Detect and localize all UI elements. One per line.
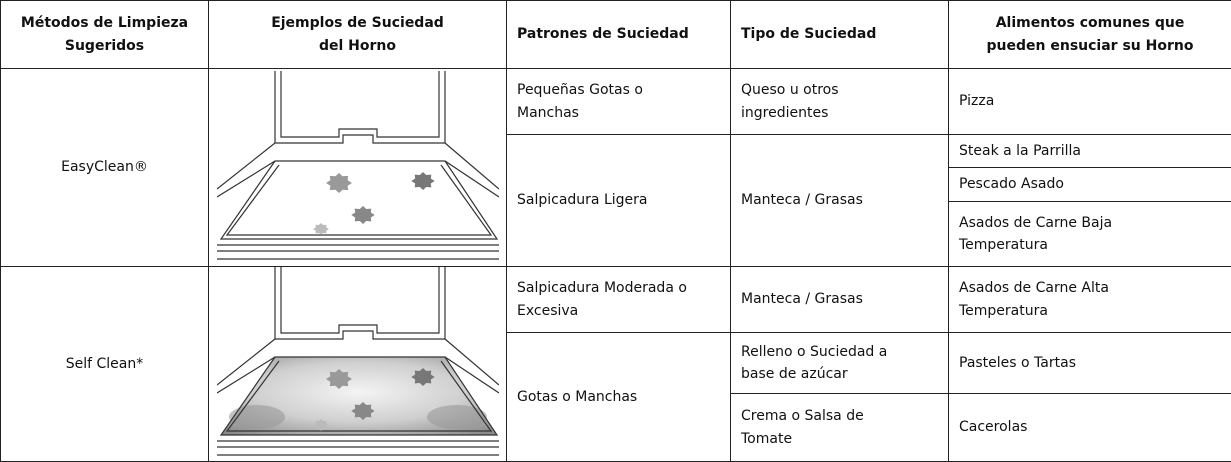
cell-text: Gotas o Manchas — [517, 386, 637, 408]
cell: Pizza — [949, 69, 1231, 135]
cell-text: Crema o Salsa de Tomate — [741, 405, 901, 450]
cell: Manteca / Grasas — [731, 135, 949, 267]
header-text: Métodos de Limpieza Sugeridos — [17, 12, 192, 57]
cell: Manteca / Grasas — [731, 267, 949, 333]
cell: Self Clean* — [1, 267, 209, 462]
cell: Gotas o Manchas — [507, 333, 731, 462]
cell: Crema o Salsa de Tomate — [731, 394, 949, 462]
cell-text: Manteca / Grasas — [741, 288, 863, 310]
cell: Pequeñas Gotas o Manchas — [507, 69, 731, 135]
header-cell: Tipo de Suciedad — [731, 1, 949, 69]
cell-text: Asados de Carne Alta Temperatura — [959, 277, 1164, 322]
cell: Steak a la Parrilla — [949, 135, 1231, 168]
cell-text: Salpicadura Moderada o Excesiva — [517, 277, 707, 322]
header-cell: Ejemplos de Suciedad del Horno — [209, 1, 507, 69]
cell-text: Cacerolas — [959, 416, 1027, 438]
image-cell — [209, 267, 507, 462]
cell-text: Steak a la Parrilla — [959, 140, 1081, 162]
image-cell — [209, 69, 507, 267]
cell: Cacerolas — [949, 394, 1231, 462]
cell: Pescado Asado — [949, 168, 1231, 202]
cell-text: Salpicadura Ligera — [517, 189, 647, 211]
cell: Asados de Carne Baja Temperatura — [949, 202, 1231, 267]
cell-text: Pizza — [959, 90, 994, 112]
table-body: EasyClean® Pequeñas Gotas o Manchas Queso… — [1, 69, 1231, 462]
header-text: Ejemplos de Suciedad del Horno — [268, 12, 448, 57]
oven-illustration — [217, 71, 499, 265]
cell-text: EasyClean® — [61, 156, 148, 178]
cell-text: Queso u otros ingredientes — [741, 79, 901, 124]
cell: Queso u otros ingredientes — [731, 69, 949, 135]
cell-text: Pescado Asado — [959, 173, 1064, 195]
cell: Salpicadura Moderada o Excesiva — [507, 267, 731, 333]
header-cell: Métodos de Limpieza Sugeridos — [1, 1, 209, 69]
header-cell: Patrones de Suciedad — [507, 1, 731, 69]
table-row: Self Clean* Salpicadura Moderada o Exces… — [1, 267, 1231, 333]
cell: Salpicadura Ligera — [507, 135, 731, 267]
cell-text: Relleno o Suciedad a base de azúcar — [741, 341, 901, 386]
cell: Relleno o Suciedad a base de azúcar — [731, 333, 949, 394]
cell-text: Pequeñas Gotas o Manchas — [517, 79, 707, 124]
cell: EasyClean® — [1, 69, 209, 267]
header-text: Alimentos comunes que pueden ensuciar su… — [978, 12, 1203, 57]
oven-illustration — [217, 267, 499, 461]
cell-text: Pasteles o Tartas — [959, 352, 1076, 374]
cell-text: Self Clean* — [66, 353, 144, 375]
cell: Pasteles o Tartas — [949, 333, 1231, 394]
cell-text: Asados de Carne Baja Temperatura — [959, 212, 1164, 257]
cell-text: Manteca / Grasas — [741, 189, 863, 211]
header-text: Tipo de Suciedad — [741, 23, 876, 45]
header-text: Patrones de Suciedad — [517, 23, 689, 45]
header-cell: Alimentos comunes que pueden ensuciar su… — [949, 1, 1231, 69]
cell: Asados de Carne Alta Temperatura — [949, 267, 1231, 333]
header-row: Métodos de Limpieza Sugeridos Ejemplos d… — [1, 1, 1231, 69]
